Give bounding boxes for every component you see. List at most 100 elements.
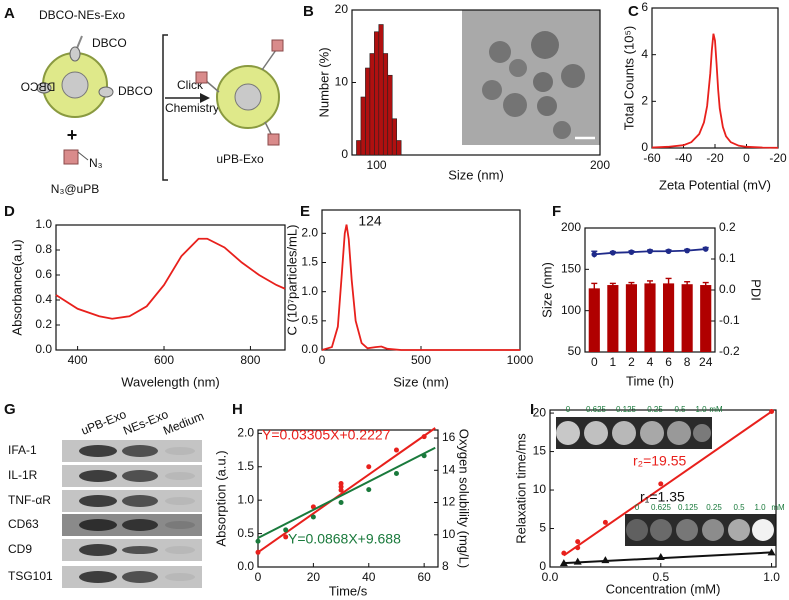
y-tick-label: 100 [561,303,581,317]
y-tick-label: 10 [533,482,547,496]
dbco-label: DBCO [118,84,153,98]
y-tick-label: 5 [539,521,546,535]
bar [700,285,712,352]
tem-particle [553,121,571,139]
receptor [36,82,52,94]
y-tick-label: 50 [568,344,582,358]
y2-tick-label: 0.0 [719,282,736,296]
y-tick-label: 6 [641,0,648,14]
phantom [693,424,711,442]
tem-particle [533,72,553,92]
x-tick-label: 4 [647,355,654,369]
phantom [667,421,691,445]
panel-label: F [552,203,561,220]
panel-label: I [530,401,534,418]
y-tick-label: 2.0 [301,226,318,240]
bracket [162,34,168,181]
y2-axis-label: PDI [749,279,764,301]
point [393,471,399,477]
point [366,464,372,470]
point [602,519,608,525]
y2-tick-label: 0.1 [719,251,736,265]
y-axis-label: Absorption (a.u.) [213,450,228,546]
y2-tick-label: 10 [442,527,456,541]
point [338,480,344,486]
point [658,481,664,487]
histogram-bar [369,53,375,156]
blot-row-label: IL-1R [8,468,38,482]
blot-band [122,495,158,507]
upb-cube [271,39,284,52]
blot-row-label: TSG101 [8,569,53,583]
blot-band [79,571,117,583]
inset-label: 0.25 [647,405,663,414]
histogram-bar [391,118,397,156]
y-tick-label: 0 [341,147,348,161]
histogram-bar [360,96,366,156]
fit-line [257,446,436,539]
inset-label: 0.5 [733,503,745,512]
mri-inset-t1 [625,514,776,546]
fit-line [563,410,773,557]
panel-label: E [300,203,310,220]
tem-particle [503,93,527,117]
bar [681,284,693,352]
blot-column-label: NEs-Exo [121,407,170,438]
linker [261,49,277,71]
inset-label: 1.0 [754,503,766,512]
x-tick-label: 400 [68,353,88,367]
blot-row-label: IFA-1 [8,443,37,457]
x-tick-label: 2 [628,355,635,369]
phantom [626,519,648,541]
x-tick-label: 800 [240,353,260,367]
point [283,534,289,540]
plus: + [67,125,78,145]
arrow-label: Chemistry [165,101,219,115]
plot-frame [55,224,286,351]
panel-label: B [303,3,314,20]
x-tick-label: 1000 [507,353,534,367]
phantom [650,519,672,541]
inset-label: 0.625 [586,405,607,414]
histogram-bar [365,67,371,156]
linker [77,151,89,161]
x-axis-label: Size (nm) [393,374,449,389]
y-axis-label: Relaxation time/ms [513,433,528,544]
y-tick-label: 10 [335,75,349,89]
dbco-label: DBCO [21,80,56,94]
phantom [728,519,750,541]
arrowhead [200,93,210,103]
x-tick-label: -40 [675,151,693,165]
panel-label: D [4,203,15,220]
point [366,487,372,493]
x-tick-label: 1.0 [763,570,780,584]
x-tick-label: 60 [417,570,431,584]
point [647,248,653,255]
annotation: r₂=19.55 [633,453,687,469]
upb-cube [267,133,280,146]
point [575,539,581,545]
blot-band [79,519,117,531]
tem-particle [509,59,527,77]
point [255,538,261,544]
blot-band [79,495,117,507]
annotation: 124 [358,213,382,229]
phantom [584,421,608,445]
y-tick-label: 1.5 [237,459,254,473]
x-tick-label: -20 [769,151,787,165]
inset-label: mM [709,405,723,414]
phantom [676,519,698,541]
blot-band [122,470,158,482]
blot-band [165,546,195,554]
panel-label: H [232,401,243,418]
inset-label: mM [771,503,785,512]
annotation: Y=0.03305X+0.2227 [262,427,391,443]
x-tick-label: 40 [362,570,376,584]
y-tick-label: 0.0 [237,559,254,573]
y-tick-label: 0.8 [35,242,52,256]
x-tick-label: 1 [610,355,617,369]
bar [644,283,656,352]
x-tick-label: 0 [319,353,326,367]
point [628,249,635,255]
x-axis-label: Concentration (mM) [606,581,721,596]
